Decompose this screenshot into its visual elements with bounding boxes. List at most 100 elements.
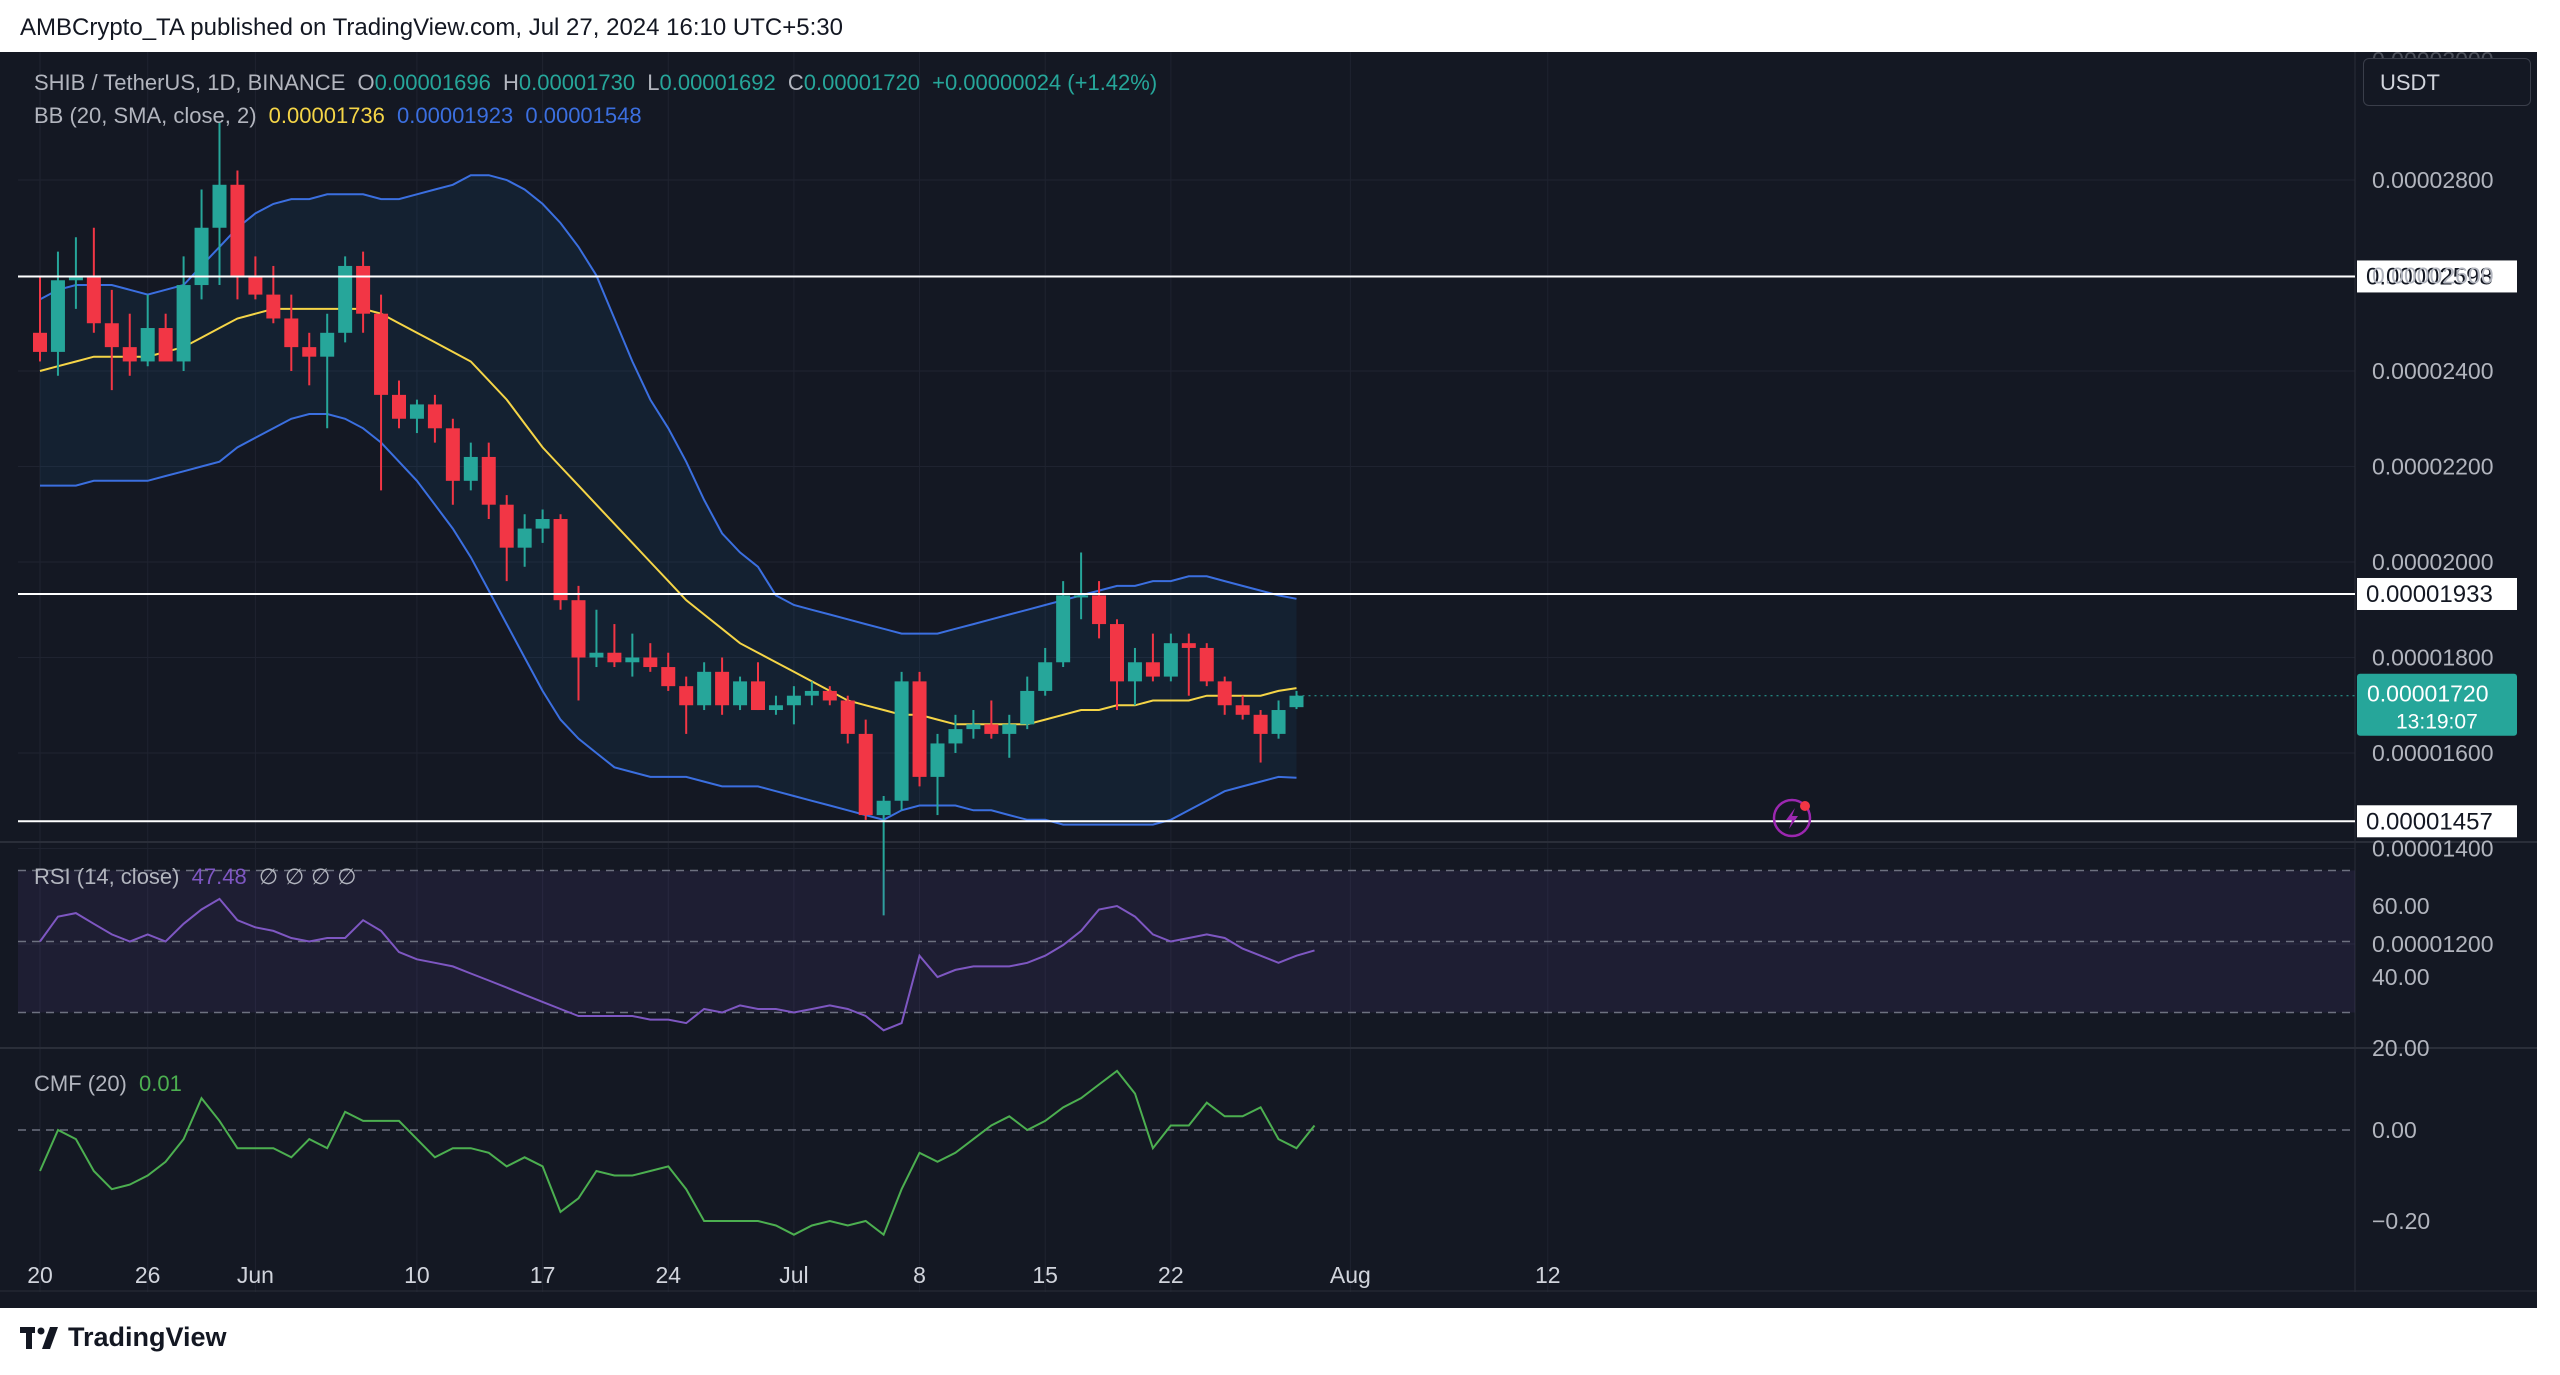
last-price-label: 0.00001720	[2367, 681, 2489, 707]
candle	[661, 652, 676, 691]
candle	[499, 495, 514, 582]
candle	[176, 256, 191, 371]
candle	[1181, 633, 1196, 696]
cmf-legend[interactable]: CMF (20) 0.01	[34, 1071, 188, 1097]
symbol-legend[interactable]: SHIB / TetherUS, 1D, BINANCE O0.00001696…	[34, 70, 1163, 96]
bb-legend[interactable]: BB (20, SMA, close, 2) 0.00001736 0.0000…	[34, 103, 648, 129]
candle	[1074, 552, 1089, 620]
candle-body	[1289, 695, 1304, 708]
rsi-legend[interactable]: RSI (14, close) 47.48 ∅ ∅ ∅ ∅	[34, 864, 362, 890]
candle	[302, 332, 317, 386]
rsi-line	[39, 897, 1315, 1032]
time-tick-label: 26	[135, 1262, 161, 1288]
currency-select[interactable]: USDT	[2363, 58, 2531, 106]
candle	[1110, 619, 1124, 711]
candle	[194, 189, 209, 300]
candle-body	[984, 724, 999, 734]
candle	[858, 719, 873, 820]
level-label-bg	[2357, 577, 2517, 610]
candle-body	[176, 285, 191, 362]
candle	[320, 313, 335, 429]
candle-body	[33, 332, 47, 352]
candle-body	[104, 323, 119, 348]
candle-body	[697, 671, 712, 706]
tradingview-logo[interactable]: TradingView	[20, 1322, 227, 1353]
candle-body	[230, 184, 245, 276]
level-label: 0.00001933	[2366, 581, 2493, 608]
time-tick-label: Jun	[237, 1262, 274, 1288]
candle	[409, 399, 424, 434]
time-tick-label: Aug	[1330, 1262, 1371, 1288]
candle-body	[679, 686, 694, 706]
chart-frame[interactable]: 0.00002598 0.00001933 0.00001457 0.00002800…	[0, 52, 2537, 1308]
candle	[427, 394, 442, 443]
candle-body	[499, 504, 514, 548]
cmf-label[interactable]: CMF (20)	[34, 1071, 127, 1096]
candle-body	[1002, 724, 1017, 734]
bottom-bar: TradingView	[0, 1308, 2560, 1375]
candle-body	[68, 275, 83, 281]
candle-body	[1271, 710, 1286, 734]
candle-body	[840, 700, 855, 734]
publisher-line: AMBCrypto_TA published on TradingView.co…	[20, 14, 843, 41]
candle-body	[266, 294, 281, 319]
candle-body	[1056, 595, 1071, 663]
candle-body	[1020, 690, 1035, 725]
tradingview-brand: TradingView	[68, 1322, 227, 1352]
cmf-tick-label: 0.00	[2372, 1117, 2417, 1143]
candle	[1253, 710, 1268, 763]
rsi-empty-values: ∅ ∅ ∅ ∅	[258, 865, 357, 890]
candle	[445, 418, 460, 505]
candle-body	[733, 681, 748, 706]
candle	[356, 251, 371, 333]
cmf-tick-label: −0.20	[2372, 1208, 2430, 1234]
symbol-name[interactable]: SHIB / TetherUS, 1D, BINANCE	[34, 70, 346, 95]
price-tick-label: 0.00002000	[2372, 549, 2494, 575]
candle	[1038, 647, 1053, 696]
countdown-label: 13:19:07	[2396, 711, 2478, 734]
candle	[481, 442, 496, 520]
notification-dot-icon	[1800, 801, 1810, 811]
candle	[1020, 676, 1035, 730]
candle-body	[930, 743, 945, 777]
candle-body	[409, 404, 424, 419]
price-tick-label: 0.00002200	[2372, 454, 2494, 480]
candle	[374, 294, 389, 491]
candle	[68, 237, 83, 309]
candle	[212, 122, 227, 286]
candle	[86, 227, 101, 333]
candle	[535, 509, 550, 543]
candle-body	[858, 733, 873, 816]
candle-body	[284, 318, 299, 348]
price-tick-label: 0.00001600	[2372, 740, 2494, 766]
low-value: 0.00001692	[659, 70, 776, 95]
candle	[930, 733, 945, 816]
candle-body	[535, 519, 550, 529]
candle	[571, 585, 586, 701]
candle	[338, 256, 353, 343]
candle-body	[1199, 647, 1214, 682]
rsi-label[interactable]: RSI (14, close)	[34, 864, 180, 889]
candle	[284, 294, 299, 371]
candle	[517, 514, 532, 567]
bb-label[interactable]: BB (20, SMA, close, 2)	[34, 103, 257, 128]
candle-body	[1181, 643, 1196, 648]
candle-body	[356, 265, 371, 314]
level-label: 0.00002598	[2366, 263, 2493, 290]
bb-basis-line	[39, 307, 1297, 726]
candle-body	[912, 681, 927, 777]
candle	[1056, 581, 1071, 668]
candle-body	[338, 265, 353, 333]
candle	[768, 695, 783, 715]
rsi-tick-label: 20.00	[2372, 1035, 2430, 1061]
candle-body	[894, 681, 909, 801]
candle-body	[804, 690, 819, 696]
level-label: 0.00001457	[2366, 808, 2493, 835]
candle	[822, 686, 837, 706]
candle-body	[822, 690, 837, 701]
chart-canvas[interactable]: 0.00002598 0.00001933 0.00001457 0.00002800…	[0, 52, 2537, 1308]
candle-body	[1163, 643, 1178, 677]
candle-body	[445, 428, 460, 481]
candle	[840, 695, 855, 744]
candle	[894, 671, 909, 811]
